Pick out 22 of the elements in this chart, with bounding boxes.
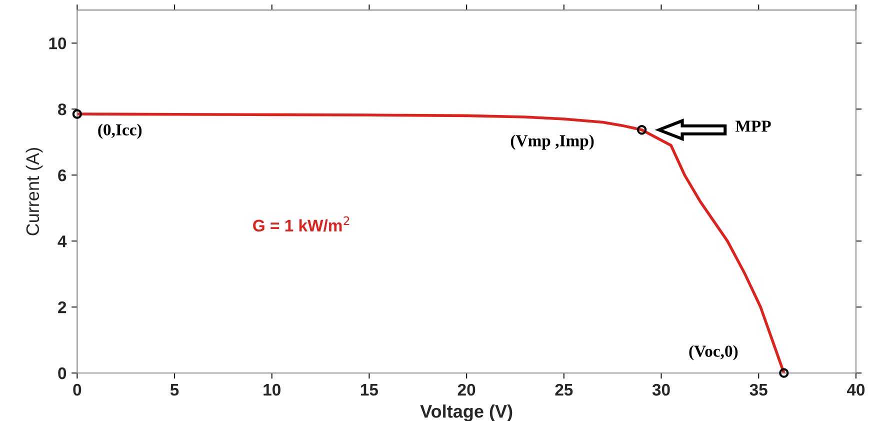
annotation: (Voc,0) [689,345,738,360]
y-axis-title: Current (A) [26,148,43,236]
x-tick-label: 20 [458,384,476,396]
x-tick-label: 35 [750,384,768,396]
x-tick-label: 5 [170,384,179,396]
annotation: (Vmp ,Imp) [510,134,594,150]
x-tick-label: 25 [555,384,573,396]
annotation: (0,Icc) [98,124,142,139]
x-tick-label: 40 [846,384,865,396]
y-tick-label: 6 [58,169,66,182]
annotation: MPP [736,120,771,132]
y-tick-label: 2 [58,301,66,314]
x-tick-label: 15 [361,384,378,396]
y-tick-label: 8 [58,103,66,116]
y-tick-label: 4 [58,236,67,248]
x-tick-label: 0 [73,384,82,396]
x-axis-title: Voltage (V) [420,404,512,421]
y-tick-label: 10 [49,37,66,50]
x-tick-label: 30 [652,384,670,396]
annotation: G = 1 kW/m$^{2}$ [253,216,350,232]
x-tick-label: 10 [264,384,280,396]
y-tick-label: 0 [58,367,66,380]
